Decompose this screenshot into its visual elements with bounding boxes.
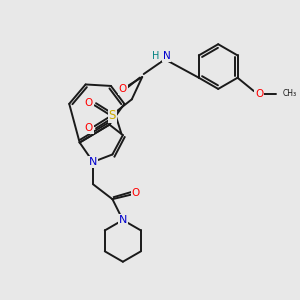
Text: CH₃: CH₃: [282, 89, 296, 98]
Text: H: H: [152, 51, 159, 61]
Text: N: N: [89, 157, 97, 167]
Text: O: O: [85, 98, 93, 108]
Text: O: O: [85, 123, 93, 133]
Text: O: O: [131, 188, 140, 198]
Text: O: O: [119, 84, 127, 94]
Text: S: S: [109, 109, 116, 122]
Text: N: N: [163, 51, 170, 61]
Text: O: O: [255, 88, 263, 98]
Text: N: N: [119, 215, 127, 225]
